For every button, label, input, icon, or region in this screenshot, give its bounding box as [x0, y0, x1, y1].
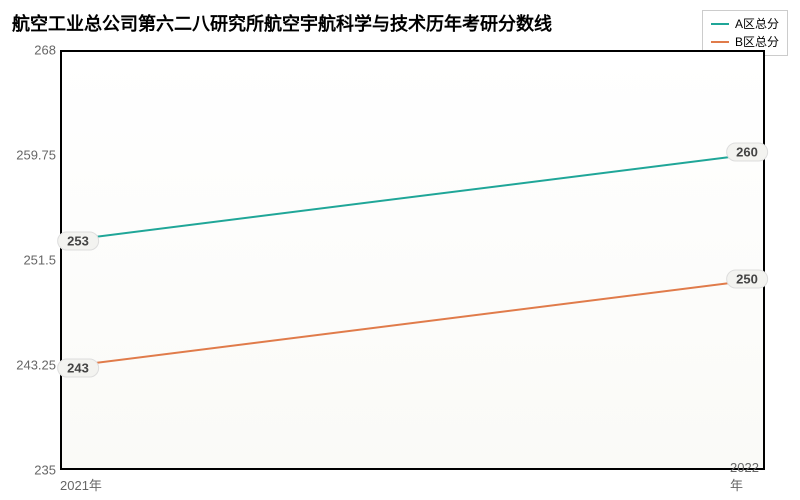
data-label: 243	[57, 359, 99, 378]
legend-item-b: B区总分	[711, 33, 779, 51]
series-line	[62, 153, 763, 241]
data-label: 260	[726, 142, 768, 161]
y-tick: 268	[0, 43, 56, 58]
legend-swatch-b	[711, 41, 729, 43]
y-tick: 259.75	[0, 148, 56, 163]
plot-area	[60, 50, 765, 470]
data-label: 253	[57, 231, 99, 250]
x-tick: 2022年	[730, 460, 765, 494]
legend-swatch-a	[711, 23, 729, 25]
x-tick: 2021年	[60, 475, 102, 494]
data-label: 250	[726, 270, 768, 289]
chart-title: 航空工业总公司第六二八研究所航空宇航科学与技术历年考研分数线	[12, 10, 552, 36]
legend-item-a: A区总分	[711, 15, 779, 33]
chart-container: 航空工业总公司第六二八研究所航空宇航科学与技术历年考研分数线 A区总分 B区总分…	[0, 0, 800, 500]
chart-lines	[62, 52, 763, 468]
legend-label-a: A区总分	[735, 15, 779, 33]
y-tick: 251.5	[0, 253, 56, 268]
series-line	[62, 279, 763, 367]
y-tick: 235	[0, 463, 56, 478]
y-tick: 243.25	[0, 358, 56, 373]
legend-label-b: B区总分	[735, 33, 779, 51]
